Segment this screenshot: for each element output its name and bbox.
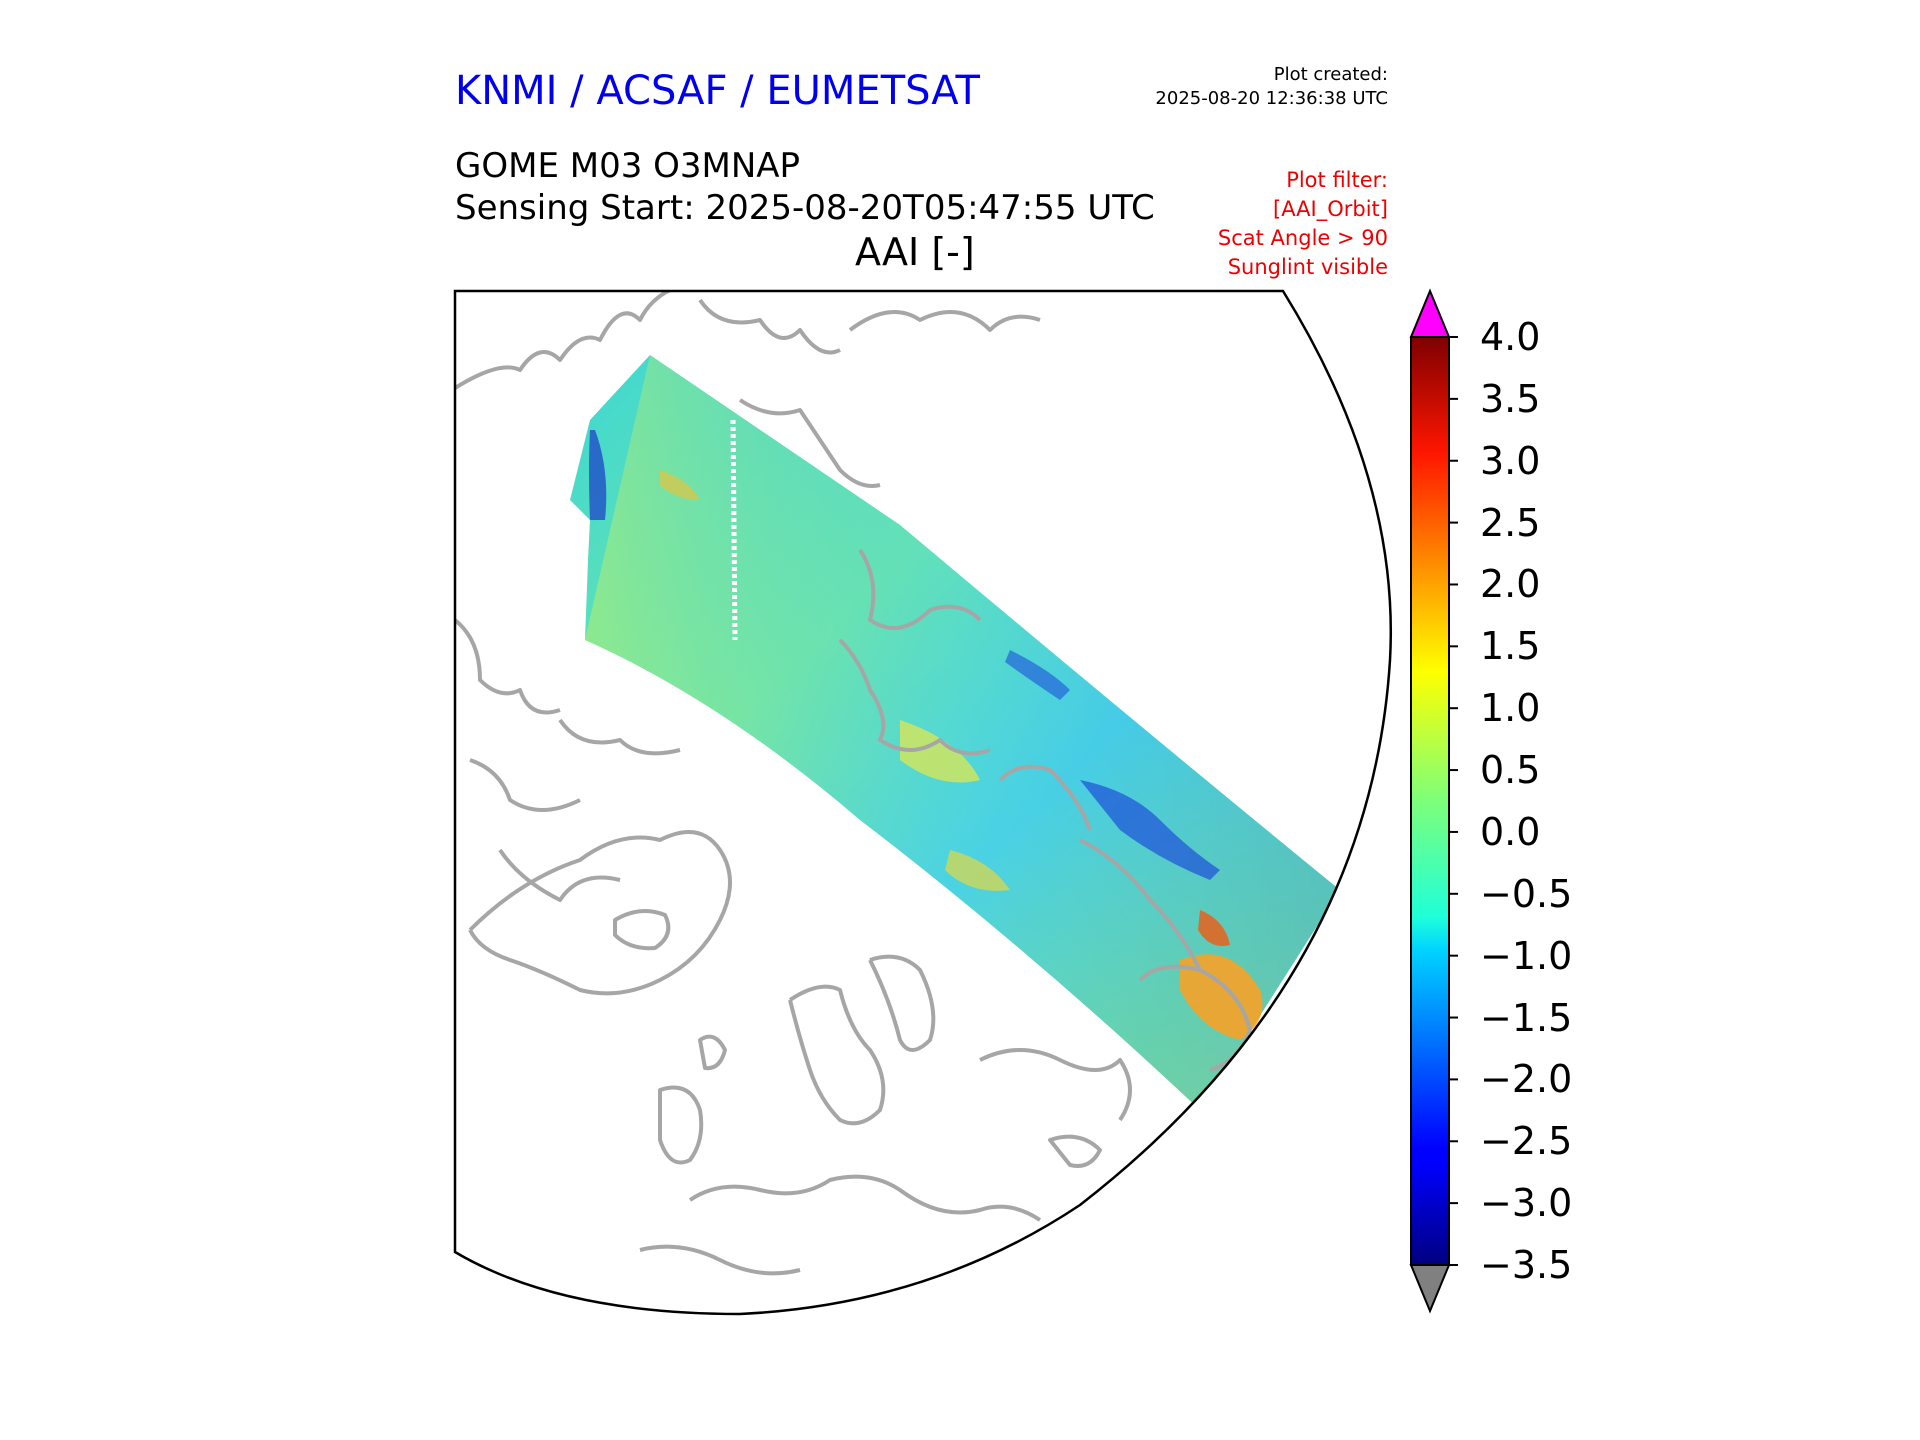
- colorbar-under-extension: [1409, 1264, 1451, 1314]
- colorbar-tick-label: 3.5: [1480, 376, 1541, 421]
- colorbar-frame: [1410, 336, 1450, 1266]
- colorbar-tick-label: 2.5: [1480, 500, 1541, 545]
- filter-line: Sunglint visible: [1227, 255, 1388, 279]
- coastlines: [455, 291, 1252, 1276]
- colorbar-tick-label: 1.0: [1480, 686, 1541, 731]
- colorbar-tick-label: −0.5: [1480, 871, 1573, 916]
- organization-title: KNMI / ACSAF / EUMETSAT: [455, 68, 980, 114]
- colorbar-tick-label: 1.5: [1480, 624, 1541, 669]
- product-title: GOME M03 O3MNAP: [455, 146, 801, 186]
- colorbar-tick-label: −1.5: [1480, 995, 1573, 1040]
- plot-created-time: 2025-08-20 12:36:38 UTC: [1155, 88, 1388, 109]
- colorbar-tick-label: 0.0: [1480, 809, 1541, 854]
- filter-line: [AAI_Orbit]: [1273, 197, 1388, 221]
- filter-line: Plot filter:: [1286, 168, 1388, 192]
- colorbar-tick-label: 3.0: [1480, 438, 1541, 483]
- colorbar-tick-label: −3.5: [1480, 1243, 1573, 1287]
- colorbar-tick-label: −1.0: [1480, 933, 1573, 978]
- colorbar-tick-label: −2.0: [1480, 1057, 1573, 1102]
- plot-created-label: Plot created:: [1273, 64, 1388, 85]
- sensing-start: Sensing Start: 2025-08-20T05:47:55 UTC: [455, 188, 1155, 228]
- colorbar-tick-label: −2.5: [1480, 1119, 1573, 1164]
- colorbar-gradient: [1411, 337, 1449, 1265]
- filter-line: Scat Angle > 90: [1217, 226, 1388, 250]
- colorbar-tick-label: 0.5: [1480, 748, 1541, 793]
- colorbar-tick-label: 2.0: [1480, 562, 1541, 607]
- map-frame: [453, 289, 1392, 1316]
- colorbar-over-extension: [1409, 288, 1451, 338]
- colorbar-tick-label: −3.0: [1480, 1181, 1573, 1226]
- colorbar-tick-marks: [1449, 336, 1458, 1266]
- variable-title: AAI [-]: [855, 230, 975, 274]
- colorbar-tick-label: 4.0: [1480, 315, 1541, 359]
- aai-swath: [570, 355, 1340, 1110]
